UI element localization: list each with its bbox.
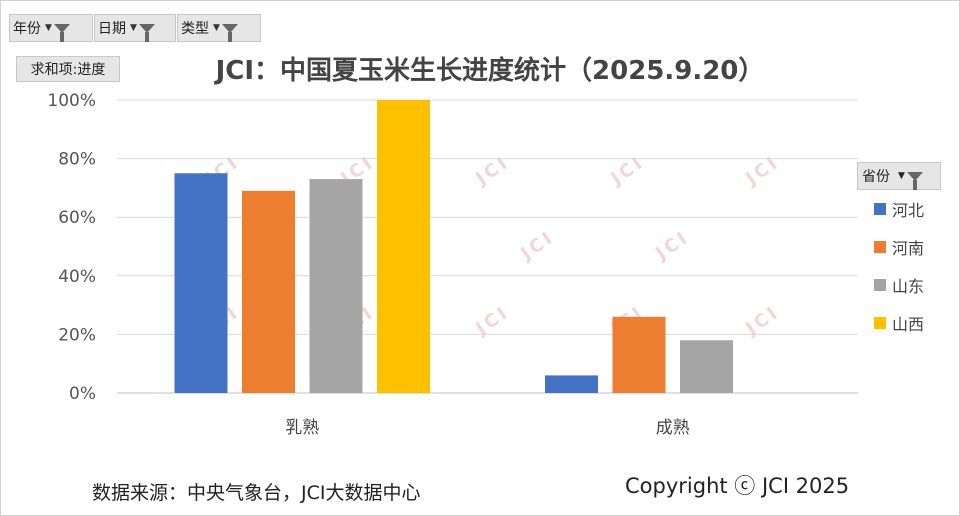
y-tick-label: 40% — [58, 267, 96, 287]
dropdown-arrow-icon: ▼ — [130, 23, 137, 33]
legend-swatch — [874, 241, 886, 253]
legend-label: 河北 — [892, 201, 925, 220]
x-tick-label: 成熟 — [656, 417, 690, 438]
legend-item[interactable]: 山西 — [874, 313, 925, 334]
legend-swatch — [874, 279, 886, 291]
bar-山东 — [680, 340, 733, 393]
y-tick-label: 60% — [58, 208, 96, 228]
y-tick-label: 0% — [69, 384, 96, 404]
legend-label: 河南 — [892, 239, 925, 258]
y-tick-label: 100% — [47, 91, 96, 111]
filter-date-button[interactable]: 日期 ▼ — [94, 14, 176, 42]
y-tick-label: 80% — [58, 150, 96, 170]
chart-title: JCI：中国夏玉米生长进度统计（2025.9.20） — [215, 56, 765, 86]
bar-河南 — [242, 190, 295, 393]
filter-date-label: 日期 — [98, 21, 126, 37]
filter-year-label: 年份 — [13, 21, 41, 37]
legend-swatch — [874, 203, 886, 215]
legend-filter-button[interactable]: 省份 ▼ — [857, 162, 941, 190]
legend-filter-label: 省份 — [862, 169, 890, 185]
data-source: 数据来源：中央气象台，JCI大数据中心 — [92, 482, 421, 504]
dropdown-arrow-icon: ▼ — [213, 23, 220, 33]
filter-funnel-icon — [221, 23, 238, 42]
filter-type-button[interactable]: 类型 ▼ — [177, 14, 261, 42]
legend-item[interactable]: 河南 — [874, 237, 925, 258]
bar-山西 — [377, 100, 430, 393]
x-tick-label: 乳熟 — [285, 417, 319, 438]
filter-funnel-icon — [906, 171, 923, 190]
bar-山东 — [309, 179, 363, 393]
filter-funnel-icon — [138, 23, 155, 42]
legend-item[interactable]: 河北 — [874, 199, 925, 220]
legend-swatch — [874, 317, 886, 329]
filter-type-label: 类型 — [181, 21, 209, 37]
dropdown-arrow-icon: ▼ — [898, 171, 905, 181]
bar-河北 — [545, 375, 598, 393]
filter-year-button[interactable]: 年份 ▼ — [9, 14, 93, 42]
dropdown-arrow-icon: ▼ — [45, 23, 52, 33]
filter-funnel-icon — [53, 23, 70, 42]
bar-河北 — [174, 173, 228, 393]
legend-label: 山东 — [892, 277, 925, 296]
bar-河南 — [612, 316, 666, 393]
y-tick-label: 20% — [58, 325, 96, 345]
value-field-button[interactable]: 求和项:进度 — [16, 56, 120, 82]
copyright: Copyright ⓒ JCI 2025 — [625, 474, 850, 498]
legend-label: 山西 — [892, 315, 925, 334]
legend-item[interactable]: 山东 — [874, 275, 925, 296]
